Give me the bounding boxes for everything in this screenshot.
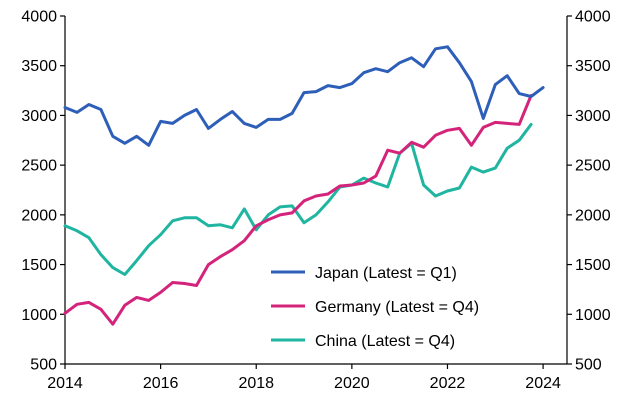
series-line-china — [63, 122, 533, 276]
series-line-germany — [63, 94, 533, 326]
x-tick-label: 2024 — [525, 375, 561, 392]
legend: Japan (Latest = Q1) Germany (Latest = Q4)… — [271, 265, 479, 350]
right-y-tick-label: 3500 — [575, 58, 611, 75]
right-y-tick-label: 1000 — [575, 307, 611, 324]
x-tick-label: 2016 — [143, 375, 179, 392]
right-y-tick-label: 2500 — [575, 158, 611, 175]
series-lines — [63, 45, 545, 326]
legend-label-japan: Japan (Latest = Q1) — [315, 265, 457, 282]
left-y-tick-label: 4000 — [21, 9, 57, 26]
x-tick-label: 2022 — [430, 375, 466, 392]
axes — [64, 16, 568, 365]
ticks: 500 1000 1500 2000 2500 3000 3500 4000 500 1000 15… — [21, 9, 610, 393]
right-y-tick-label: 500 — [575, 357, 602, 374]
right-y-tick-label: 3000 — [575, 108, 611, 125]
series-line-japan — [63, 45, 545, 147]
left-y-tick-label: 2500 — [21, 158, 57, 175]
left-y-tick-label: 1500 — [21, 257, 57, 274]
left-y-tick-label: 2000 — [21, 207, 57, 224]
right-y-tick-label: 4000 — [575, 9, 611, 26]
right-y-tick-label: 2000 — [575, 207, 611, 224]
x-tick-label: 2014 — [47, 375, 83, 392]
left-y-tick-label: 3500 — [21, 58, 57, 75]
x-tick-label: 2018 — [238, 375, 274, 392]
left-y-tick-label: 3000 — [21, 108, 57, 125]
x-tick-label: 2020 — [334, 375, 370, 392]
legend-label-germany: Germany (Latest = Q4) — [315, 299, 479, 316]
right-y-tick-label: 1500 — [575, 257, 611, 274]
left-y-tick-label: 500 — [30, 357, 57, 374]
legend-label-china: China (Latest = Q4) — [315, 333, 455, 350]
left-y-tick-label: 1000 — [21, 307, 57, 324]
